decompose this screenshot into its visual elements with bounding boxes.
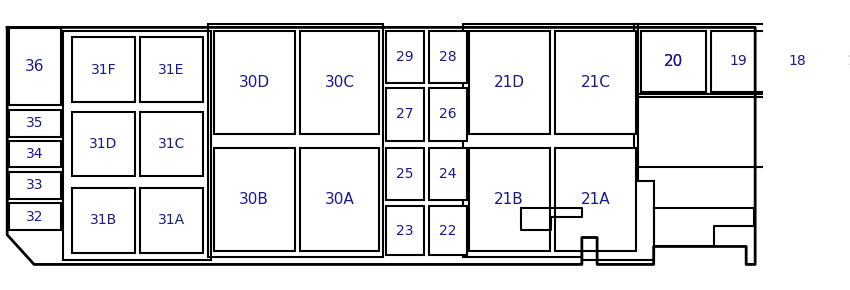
Circle shape [602, 188, 634, 221]
Circle shape [602, 218, 634, 251]
Bar [555, 148, 636, 251]
Text: 21D: 21D [494, 75, 524, 90]
Bar [429, 148, 467, 200]
Bar [463, 24, 638, 257]
Text: 30C: 30C [325, 75, 354, 90]
Text: 30D: 30D [239, 75, 269, 90]
Text: 23: 23 [396, 224, 414, 238]
Bar [386, 148, 424, 200]
Bar [300, 31, 379, 134]
Text: 22: 22 [439, 224, 456, 238]
Bar [140, 112, 203, 176]
Bar [9, 141, 61, 167]
Bar [582, 181, 654, 260]
Bar [72, 112, 134, 176]
Text: 27: 27 [396, 108, 414, 122]
Text: 31B: 31B [89, 213, 117, 227]
Bar [300, 148, 379, 251]
Text: 28: 28 [439, 50, 456, 64]
Bar [830, 31, 850, 92]
Bar [208, 24, 383, 257]
Text: 31E: 31E [158, 63, 184, 77]
Bar [429, 206, 467, 255]
Bar [9, 28, 61, 105]
Bar [634, 97, 836, 167]
Text: 20: 20 [664, 54, 683, 69]
Bar [140, 188, 203, 253]
Text: 31C: 31C [158, 137, 185, 151]
Text: 25: 25 [396, 167, 414, 181]
Text: 32: 32 [26, 210, 43, 224]
Bar [429, 88, 467, 141]
Text: 21C: 21C [581, 75, 610, 90]
Text: 21A: 21A [581, 192, 610, 207]
Bar [641, 31, 706, 92]
Text: 29: 29 [396, 50, 414, 64]
Bar [429, 31, 467, 83]
Text: 30B: 30B [239, 192, 269, 207]
Bar [63, 31, 211, 260]
Text: 18: 18 [789, 55, 807, 68]
Bar [468, 31, 550, 134]
Text: 26: 26 [439, 108, 456, 122]
Text: 19: 19 [729, 55, 747, 68]
Bar [213, 31, 294, 134]
Bar [9, 203, 61, 230]
Bar [72, 37, 134, 102]
Text: 21B: 21B [494, 192, 524, 207]
Text: 31F: 31F [90, 63, 116, 77]
Text: 17: 17 [847, 55, 850, 68]
Bar [72, 188, 134, 253]
Text: 36: 36 [26, 59, 45, 74]
Bar [711, 31, 765, 92]
Bar [386, 206, 424, 255]
Text: 34: 34 [26, 147, 43, 161]
Bar [770, 31, 824, 92]
Text: 33: 33 [26, 178, 43, 192]
Text: 20: 20 [664, 54, 683, 69]
Bar [555, 31, 636, 134]
Bar [641, 31, 706, 92]
Bar [9, 172, 61, 199]
Text: 35: 35 [26, 117, 43, 130]
Text: 24: 24 [439, 167, 456, 181]
Bar [634, 24, 850, 94]
Bar [213, 148, 294, 251]
Bar [9, 110, 61, 137]
Text: 30A: 30A [325, 192, 354, 207]
Bar [468, 148, 550, 251]
Bar [386, 31, 424, 83]
Bar [386, 88, 424, 141]
Text: 31D: 31D [89, 137, 117, 151]
Bar [140, 37, 203, 102]
Text: 31A: 31A [158, 213, 185, 227]
